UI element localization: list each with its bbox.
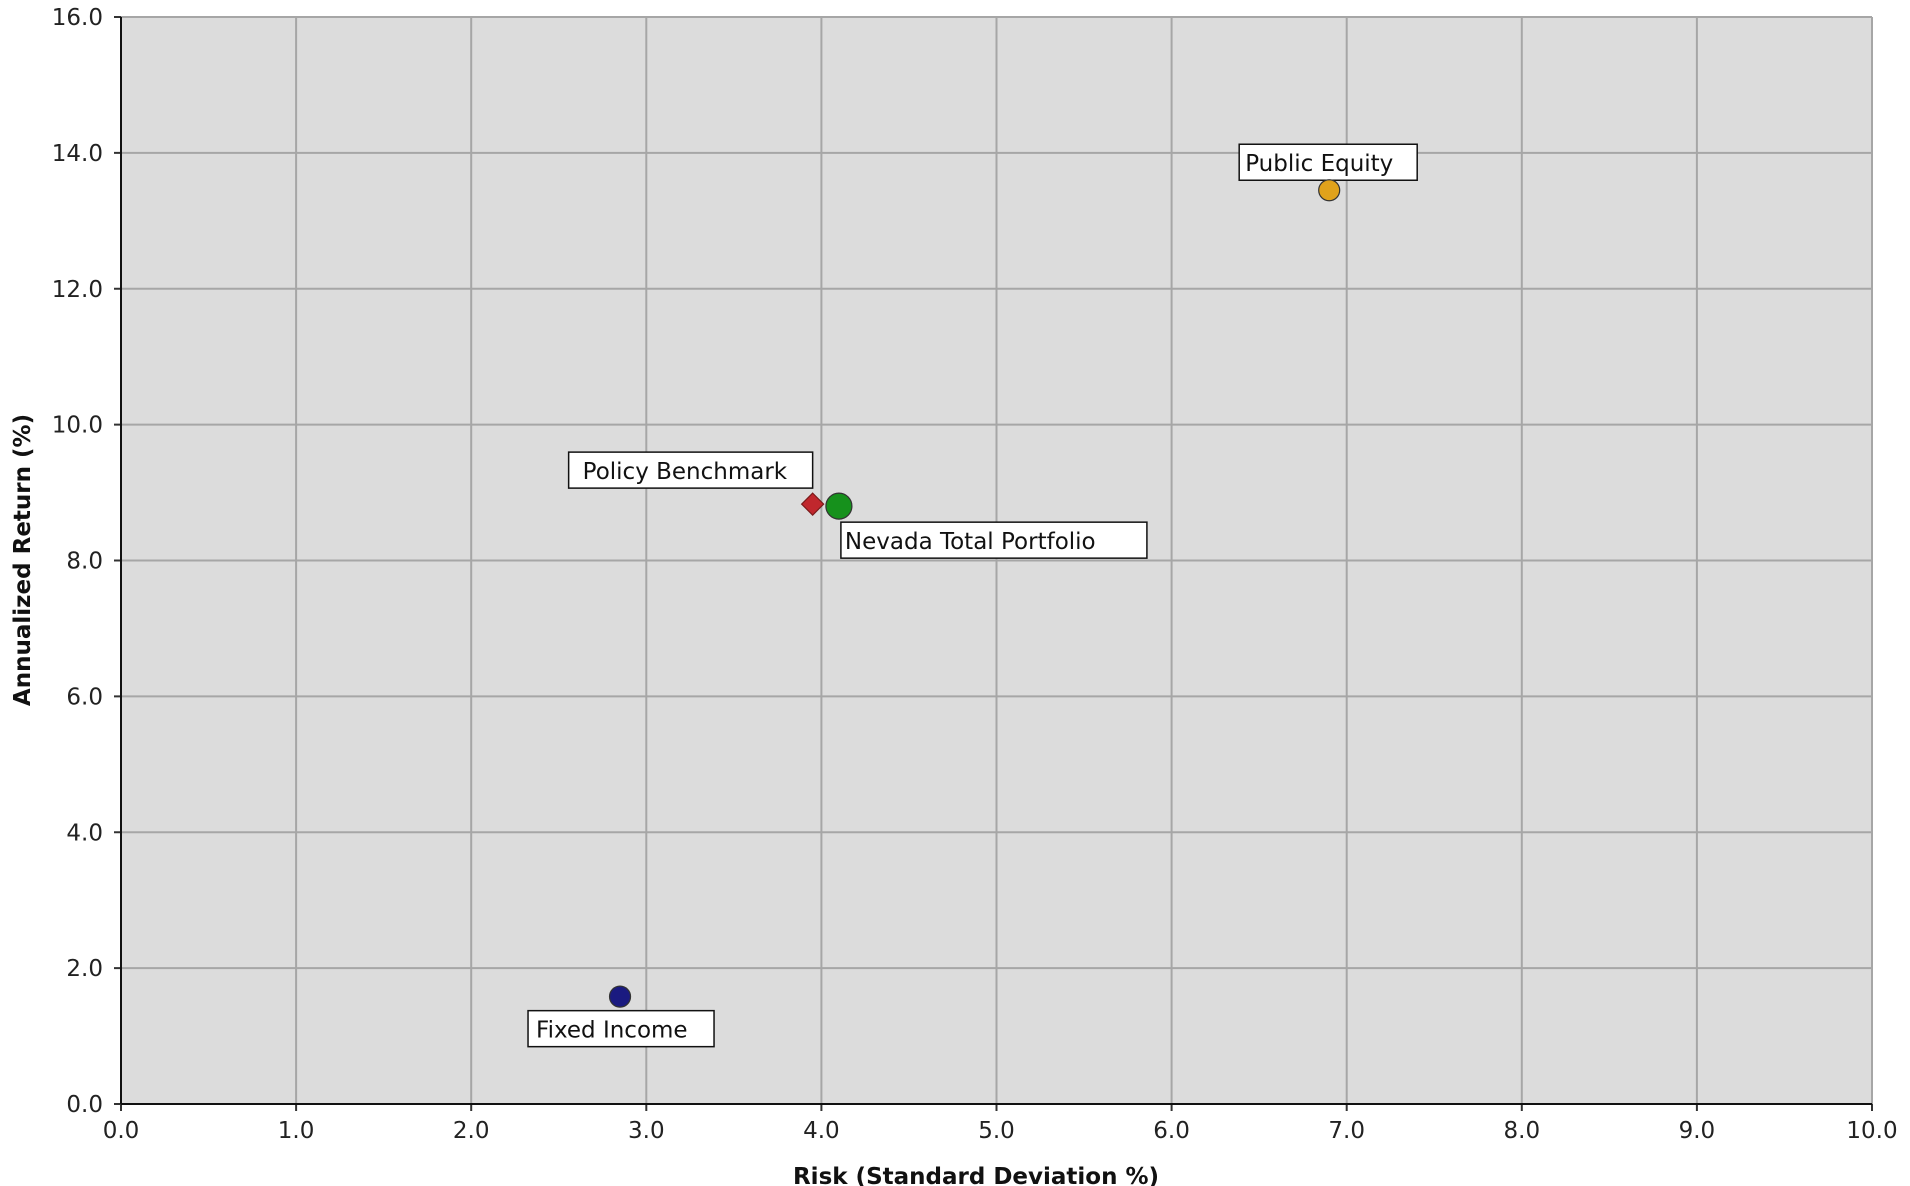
label-box-policy-benchmark (567, 451, 814, 489)
point-fixed-income (608, 985, 632, 1008)
x-tick-label: 6.0 (1153, 1118, 1190, 1144)
label-box-fixed-income (527, 1009, 715, 1048)
axes (114, 16, 1873, 1111)
y-tick-label: 8.0 (66, 549, 103, 575)
grid-lines (121, 16, 1873, 1104)
y-axis-title: Annualized Return (%) (10, 414, 36, 706)
data-label-nevada-total-portfolio: Nevada Total Portfolio (845, 529, 1096, 555)
x-tick-label: 8.0 (1504, 1118, 1541, 1144)
point-public-equity (1318, 179, 1341, 202)
x-tick-labels: 0.0 1.0 2.0 3.0 4.0 5.0 6.0 7.0 8.0 9.0 10.0 (103, 1118, 1898, 1144)
y-tick-label: 10.0 (52, 413, 103, 439)
y-tick-label: 4.0 (66, 820, 103, 846)
label-box-public-equity (1238, 143, 1418, 181)
data-label-public-equity: Public Equity (1245, 151, 1393, 177)
x-tick-label: 3.0 (628, 1118, 665, 1144)
point-policy-benchmark (800, 492, 825, 516)
data-points (608, 179, 1341, 1008)
x-axis-title: Risk (Standard Deviation %) (793, 1164, 1159, 1186)
x-tick-label: 5.0 (978, 1118, 1015, 1144)
y-tick-label: 12.0 (52, 277, 103, 303)
data-label-fixed-income: Fixed Income (536, 1018, 688, 1044)
y-tick-label: 14.0 (52, 141, 103, 167)
x-tick-label: 9.0 (1679, 1118, 1716, 1144)
y-tick-label: 2.0 (66, 956, 103, 982)
x-tick-label: 0.0 (103, 1118, 140, 1144)
x-tick-label: 10.0 (1846, 1118, 1897, 1144)
data-label-policy-benchmark: Policy Benchmark (583, 459, 788, 485)
y-tick-labels: 0.0 2.0 4.0 6.0 8.0 10.0 12.0 14.0 16.0 (52, 5, 103, 1118)
label-box-nevada-total-portfolio (840, 521, 1148, 559)
x-tick-label: 7.0 (1328, 1118, 1365, 1144)
y-tick-label: 16.0 (52, 5, 103, 31)
y-tick-label: 0.0 (66, 1092, 103, 1118)
x-tick-label: 1.0 (278, 1118, 315, 1144)
x-tick-label: 2.0 (453, 1118, 490, 1144)
y-tick-label: 6.0 (66, 684, 103, 710)
point-labels: Public Equity Policy Benchmark Nevada Tota… (527, 143, 1418, 1048)
x-tick-label: 4.0 (803, 1118, 840, 1144)
point-nevada-total-portfolio (825, 492, 853, 520)
